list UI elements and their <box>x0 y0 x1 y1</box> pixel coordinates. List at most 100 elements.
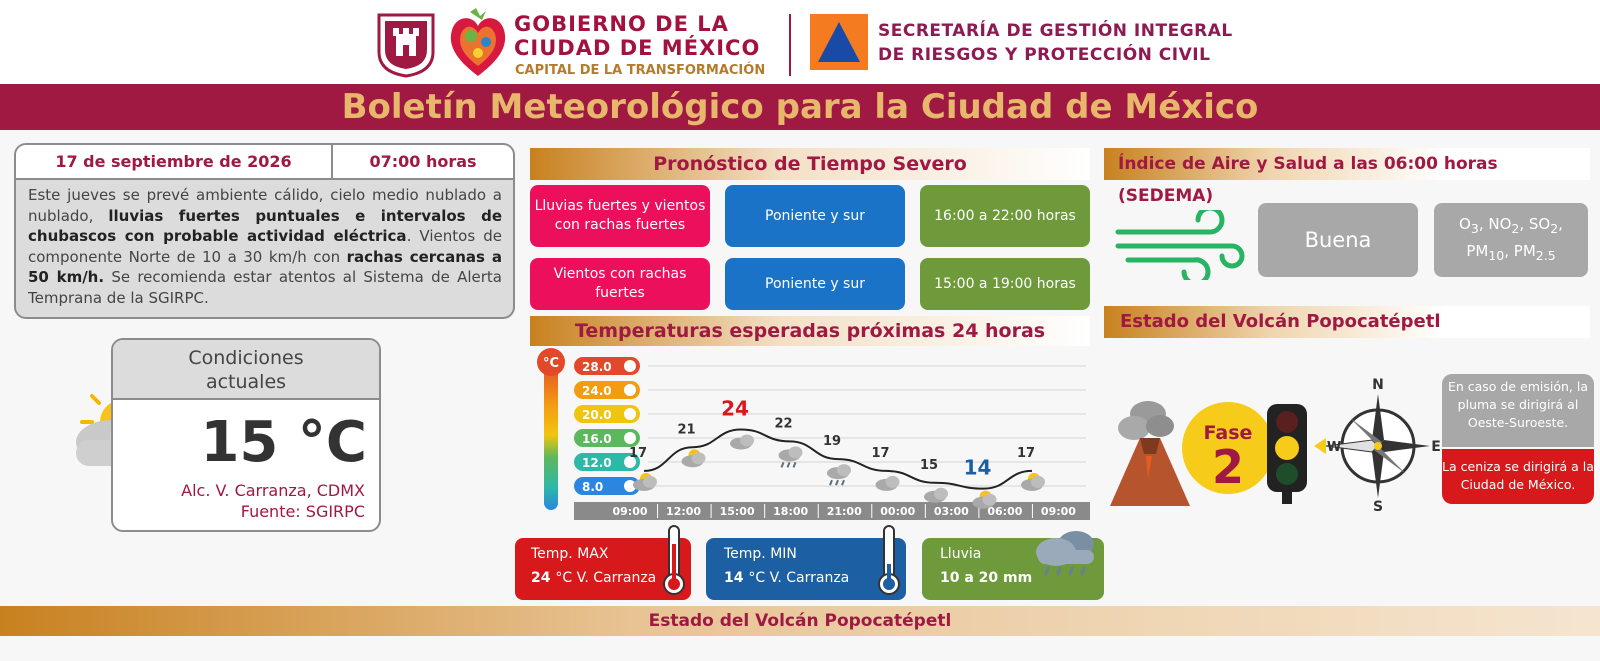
x-tick-label: 03:00 <box>934 505 969 518</box>
scale-chip-dot <box>624 480 636 492</box>
temperature-chart: °C 28.0 24.0 20.0 16.0 12.0 8.0 09:00 12:00 15:… <box>537 348 1090 520</box>
volcano-icon <box>1110 401 1190 506</box>
plume-note: En caso de emisión, la pluma se dirigirá… <box>1442 374 1594 447</box>
partly-sunny-icon <box>1021 472 1045 491</box>
current-temperature: 15 °C <box>200 410 367 475</box>
severe-event-2: Vientos con rachas fuertes <box>530 258 710 310</box>
severe-weather-title: Pronóstico de Tiempo Severo <box>530 148 1090 180</box>
ash-note: La ceniza se dirigirá a la Ciudad de Méx… <box>1442 449 1594 504</box>
temp-min-label: Temp. MIN <box>724 546 797 562</box>
traffic-light-icon <box>1267 404 1307 504</box>
header: GOBIERNO DE LA CIUDAD DE MÉXICO CAPITAL … <box>0 0 1600 84</box>
scale-label: 24.0 <box>582 384 612 398</box>
scale-label: 28.0 <box>582 360 612 374</box>
air-quality-status: Buena <box>1258 203 1418 277</box>
rain-cloud-icon <box>1036 531 1094 576</box>
cdmx-shield-logo <box>377 13 435 78</box>
secretariat-line1: SECRETARÍA DE GESTIÓN INTEGRAL <box>878 21 1233 41</box>
desc-text-2: . Vientos de componente Norte de 10 a 30… <box>28 227 502 266</box>
scale-label: 20.0 <box>582 408 612 422</box>
temperature-chart-title: Temperaturas esperadas próximas 24 horas <box>530 316 1090 346</box>
bulletin-card: 17 de septiembre de 2026 07:00 horas Est… <box>14 143 515 319</box>
compass-east: E <box>1431 439 1440 455</box>
temp-max-label: Temp. MAX <box>531 546 609 562</box>
air-quality-title: Índice de Aire y Salud a las 06:00 horas… <box>1104 148 1590 206</box>
desc-bold-2: rachas cercanas a 50 km/h. <box>28 247 502 287</box>
scale-label: 8.0 <box>582 480 603 494</box>
temp-value-label: 22 <box>774 416 792 431</box>
gov-name-line2: CIUDAD DE MÉXICO <box>514 36 761 60</box>
current-title-line2: actuales <box>205 371 287 393</box>
bulletin-date-row: 17 de septiembre de 2026 07:00 horas <box>16 145 513 180</box>
temp-min-card: Temp. MIN 14 °C V. Carranza <box>706 525 906 600</box>
x-tick-label: 18:00 <box>773 505 808 518</box>
title-banner: Boletín Meteorológico para la Ciudad de … <box>0 84 1600 130</box>
rain-label: Lluvia <box>940 546 982 562</box>
temperature-line <box>643 428 1033 490</box>
partly-cloudy-icon <box>924 487 948 503</box>
temp-value-label: 17 <box>871 446 889 461</box>
severe-event-1: Lluvias fuertes y vientos con rachas fue… <box>530 185 710 247</box>
gov-name-line1: GOBIERNO DE LA <box>514 12 729 36</box>
severe-zone-2: Poniente y sur <box>725 258 905 310</box>
desc-bold-1: lluvias fuertes puntuales e intervalos d… <box>28 206 502 246</box>
bulletin-description: Este jueves se prevé ambiente cálido, ci… <box>28 185 502 308</box>
temp-min-place: °C V. Carranza <box>748 570 850 586</box>
cloudy-icon <box>730 434 754 450</box>
severe-hours-1: 16:00 a 22:00 horas <box>920 185 1090 247</box>
temp-value-label: 24 <box>721 397 749 421</box>
scale-chip-dot <box>624 432 636 444</box>
temp-max-value: 24 <box>531 570 551 586</box>
pollutants-list: O3, NO2, SO2, PM10, PM2.5 <box>1434 203 1588 277</box>
scale-chip <box>574 381 640 399</box>
page-title: Boletín Meteorológico para la Ciudad de … <box>341 87 1259 127</box>
x-tick-label: 12:00 <box>666 505 701 518</box>
x-tick-label: 21:00 <box>827 505 862 518</box>
scale-chip <box>574 357 640 375</box>
thermometer-cold-icon <box>878 525 900 595</box>
current-location: Alc. V. Carranza, CDMX <box>181 481 365 500</box>
scale-chip-dot <box>624 408 636 420</box>
partly-sunny-icon <box>681 449 706 468</box>
volcano-title: Estado del Volcán Popocatépetl <box>1104 306 1590 338</box>
desc-text-3: Se recomienda estar atentos al Sistema d… <box>28 268 502 307</box>
temp-value-label: 14 <box>964 456 992 480</box>
current-conditions-card: Condiciones actuales 15 °C Alc. V. Carra… <box>111 338 381 532</box>
scale-chip-dot <box>624 360 636 372</box>
x-tick-label: 09:00 <box>1041 505 1076 518</box>
x-tick-label: 00:00 <box>880 505 915 518</box>
volcano-notes: En caso de emisión, la pluma se dirigirá… <box>1442 374 1594 504</box>
compass-south: S <box>1373 499 1383 514</box>
temp-max-card: Temp. MAX 24 °C V. Carranza <box>515 525 691 600</box>
scale-chip <box>574 429 640 447</box>
x-tick-label: 15:00 <box>720 505 755 518</box>
temp-value-label: 17 <box>1017 446 1035 461</box>
rain-card: Lluvia 10 a 20 mm <box>922 531 1104 600</box>
x-tick-label: 09:00 <box>612 505 647 518</box>
thermometer-scale: °C <box>537 348 565 510</box>
severe-hours-2: 15:00 a 19:00 horas <box>920 258 1090 310</box>
wind-icon <box>1115 210 1245 280</box>
heart-logo <box>450 8 506 76</box>
temp-min-value: 14 <box>724 570 744 586</box>
scale-chip <box>574 453 640 471</box>
fase-number: 2 <box>1211 440 1244 494</box>
footer-title: Estado del Volcán Popocatépetl <box>648 611 952 631</box>
partly-cloudy-icon <box>875 475 900 491</box>
partly-cloudy-night-icon <box>972 490 997 509</box>
temp-value-label: 21 <box>677 422 695 437</box>
header-divider <box>789 14 791 76</box>
compass-north: N <box>1372 378 1384 393</box>
current-title-line1: Condiciones <box>188 347 304 369</box>
x-tick-label: 06:00 <box>987 505 1022 518</box>
gov-slogan: CAPITAL DE LA TRANSFORMACIÓN <box>515 63 766 78</box>
storm-icon <box>778 446 803 468</box>
civil-protection-logo <box>810 14 868 70</box>
scale-chip-dot <box>624 456 636 468</box>
compass-west: W <box>1327 440 1341 455</box>
temp-max-place: °C V. Carranza <box>555 570 657 586</box>
scale-label: 16.0 <box>582 432 612 446</box>
bulletin-time: 07:00 horas <box>369 152 477 171</box>
fase-label: Fase <box>1203 422 1253 444</box>
partly-sunny-icon <box>633 472 657 491</box>
